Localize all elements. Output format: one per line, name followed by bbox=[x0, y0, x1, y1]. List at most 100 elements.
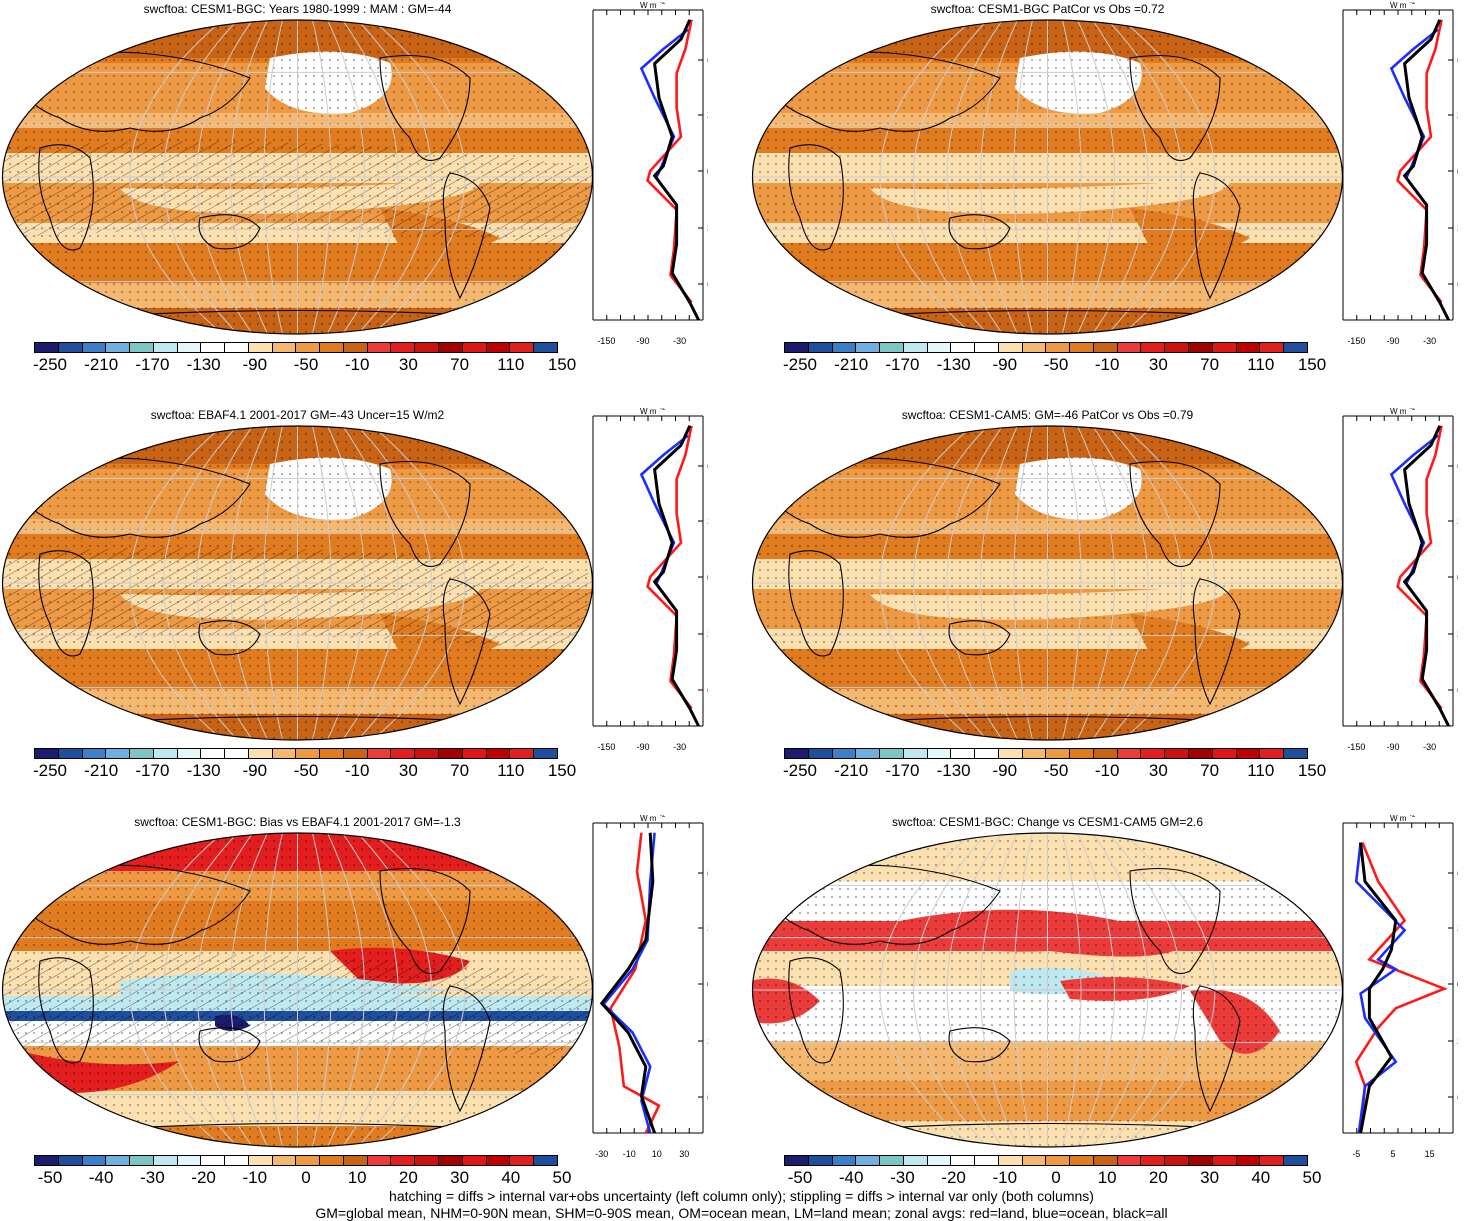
colorbar-swatch bbox=[58, 343, 83, 352]
colorbar-swatch bbox=[391, 749, 416, 758]
colorbar-swatch bbox=[1046, 343, 1071, 352]
colorbar-tick-label: 0 bbox=[1051, 1168, 1061, 1187]
colorbar-tick-label: -90 bbox=[992, 355, 1018, 374]
graticule-meridian bbox=[163, 833, 238, 1147]
colorbar-swatch bbox=[130, 749, 154, 758]
units-exponent: -2 bbox=[1410, 2, 1416, 6]
colorbar-tick-label: -40 bbox=[838, 1168, 864, 1187]
x-tick-label: 10 bbox=[652, 1149, 662, 1159]
continent-outline bbox=[38, 957, 94, 1064]
colorbar-tick-label: 110 bbox=[1247, 761, 1275, 780]
colorbar-swatch bbox=[272, 749, 297, 758]
lat-tick-label: 60N bbox=[707, 55, 708, 67]
continent-outline bbox=[442, 985, 491, 1113]
colorbar-swatch bbox=[106, 343, 131, 352]
continent-outline bbox=[442, 172, 491, 300]
colorbar-swatch bbox=[1236, 749, 1261, 758]
panel-title: swcftoa: CESM1-BGC: Bias vs EBAF4.1 2001… bbox=[134, 815, 461, 829]
colorbar-swatch bbox=[1093, 749, 1118, 758]
zonal-mean-plot: W m-2 60N 30N 0 30S 60S -150 -90 -30 bbox=[592, 408, 708, 752]
x-tick-label: -90 bbox=[636, 742, 649, 752]
colorbar-swatch bbox=[462, 343, 487, 352]
zonal-line-land bbox=[1354, 842, 1448, 1134]
lat-tick-label: 30N bbox=[1457, 110, 1458, 122]
lat-tick-label: 60N bbox=[1457, 461, 1458, 473]
continent-outline bbox=[198, 214, 261, 250]
robinson-map bbox=[1, 425, 594, 741]
graticule-meridian bbox=[357, 426, 432, 740]
graticule-meridian bbox=[946, 20, 1003, 334]
graticule-meridian bbox=[312, 20, 332, 334]
colorbar-swatch bbox=[998, 343, 1023, 352]
colorbar-tick-label: 70 bbox=[1200, 761, 1220, 780]
colorbar-swatch bbox=[510, 749, 535, 758]
colorbar-swatch bbox=[462, 749, 487, 758]
units-label: W m bbox=[1390, 2, 1407, 10]
panel-cesm1-cam5: swcftoa: CESM1-CAM5: GM=-46 PatCor vs Ob… bbox=[750, 408, 1483, 813]
lat-tick-label: 0 bbox=[707, 572, 708, 584]
graticule-meridian bbox=[312, 833, 332, 1147]
colorbar-swatch bbox=[1165, 1156, 1190, 1165]
colorbar-swatch bbox=[320, 749, 344, 758]
colorbar-tick-label: 50 bbox=[552, 1168, 572, 1187]
graticule-meridian bbox=[879, 426, 973, 740]
colorbar-swatch bbox=[975, 749, 999, 758]
colorbar-tick-label: -130 bbox=[936, 355, 971, 374]
panel-title: swcftoa: EBAF4.1 2001-2017 GM=-43 Uncer=… bbox=[150, 408, 445, 422]
colorbar-swatch bbox=[367, 1156, 392, 1165]
x-tick-label: -30 bbox=[673, 336, 686, 346]
zonal-line-ocean bbox=[1389, 434, 1441, 710]
colorbar-swatch bbox=[296, 1156, 321, 1165]
colorbar-swatch bbox=[248, 343, 273, 352]
colorbar-swatch bbox=[272, 343, 297, 352]
colorbar bbox=[784, 1155, 1308, 1166]
colorbar-swatch bbox=[1189, 1156, 1213, 1165]
graticule-meridian bbox=[230, 833, 268, 1147]
units-label: W m bbox=[1390, 408, 1407, 416]
colorbar-swatch bbox=[35, 343, 59, 352]
panel-cesm1-bgc-mean: swcftoa: CESM1-BGC: Years 1980-1999 : MA… bbox=[0, 2, 741, 407]
colorbar-swatch bbox=[1260, 343, 1285, 352]
continent-outline bbox=[788, 957, 844, 1064]
colorbar-swatch bbox=[880, 1156, 904, 1165]
x-tick-label: -30 bbox=[673, 742, 686, 752]
colorbar-swatch bbox=[951, 749, 976, 758]
graticule-meridian bbox=[913, 426, 988, 740]
colorbar-tick-label: -10 bbox=[242, 1168, 268, 1187]
colorbar-swatch bbox=[248, 1156, 273, 1165]
colorbar-tick-label: -210 bbox=[84, 355, 119, 374]
zonal-line-all bbox=[652, 425, 700, 727]
graticule-meridian bbox=[1077, 426, 1115, 740]
colorbar-swatch bbox=[534, 749, 557, 758]
colorbar-swatch bbox=[320, 343, 344, 352]
zonal-mean-plot: W m-2 60N 30N 0 30S 60S -30 -10 10 30 bbox=[592, 815, 708, 1159]
x-tick-label: -30 bbox=[1423, 742, 1436, 752]
graticule-meridian bbox=[980, 426, 1018, 740]
graticule-meridian bbox=[196, 426, 253, 740]
colorbar-tick-label: -90 bbox=[992, 761, 1018, 780]
graticule-meridian bbox=[342, 833, 399, 1147]
colorbar-swatch bbox=[35, 1156, 59, 1165]
lat-tick-label: 60N bbox=[1457, 868, 1458, 880]
lat-tick-label: 60S bbox=[707, 685, 708, 697]
colorbar-swatch bbox=[320, 1156, 344, 1165]
colorbar-swatch bbox=[296, 749, 321, 758]
colorbar-swatch bbox=[391, 343, 416, 352]
lat-tick-label: 0 bbox=[707, 166, 708, 178]
graticule-meridian bbox=[196, 20, 253, 334]
lat-tick-label: 0 bbox=[1457, 166, 1458, 178]
colorbar-swatch bbox=[1284, 343, 1307, 352]
zonal-line-land bbox=[1396, 19, 1443, 304]
colorbar-swatch bbox=[82, 343, 107, 352]
zonal-line-land bbox=[1396, 425, 1443, 710]
colorbar-tick-label: -250 bbox=[32, 761, 68, 780]
colorbar-tick-label: -170 bbox=[885, 355, 920, 374]
lat-tick-label: 60N bbox=[707, 461, 708, 473]
colorbar-tick-label: 30 bbox=[1148, 355, 1168, 374]
continent-outline bbox=[1192, 985, 1241, 1113]
lat-tick-label: 30N bbox=[1457, 516, 1458, 528]
colorbar-swatch bbox=[391, 1156, 416, 1165]
colorbar-swatch bbox=[201, 343, 226, 352]
colorbar-tick-label: 150 bbox=[1297, 355, 1327, 374]
map-field bbox=[2, 20, 593, 334]
